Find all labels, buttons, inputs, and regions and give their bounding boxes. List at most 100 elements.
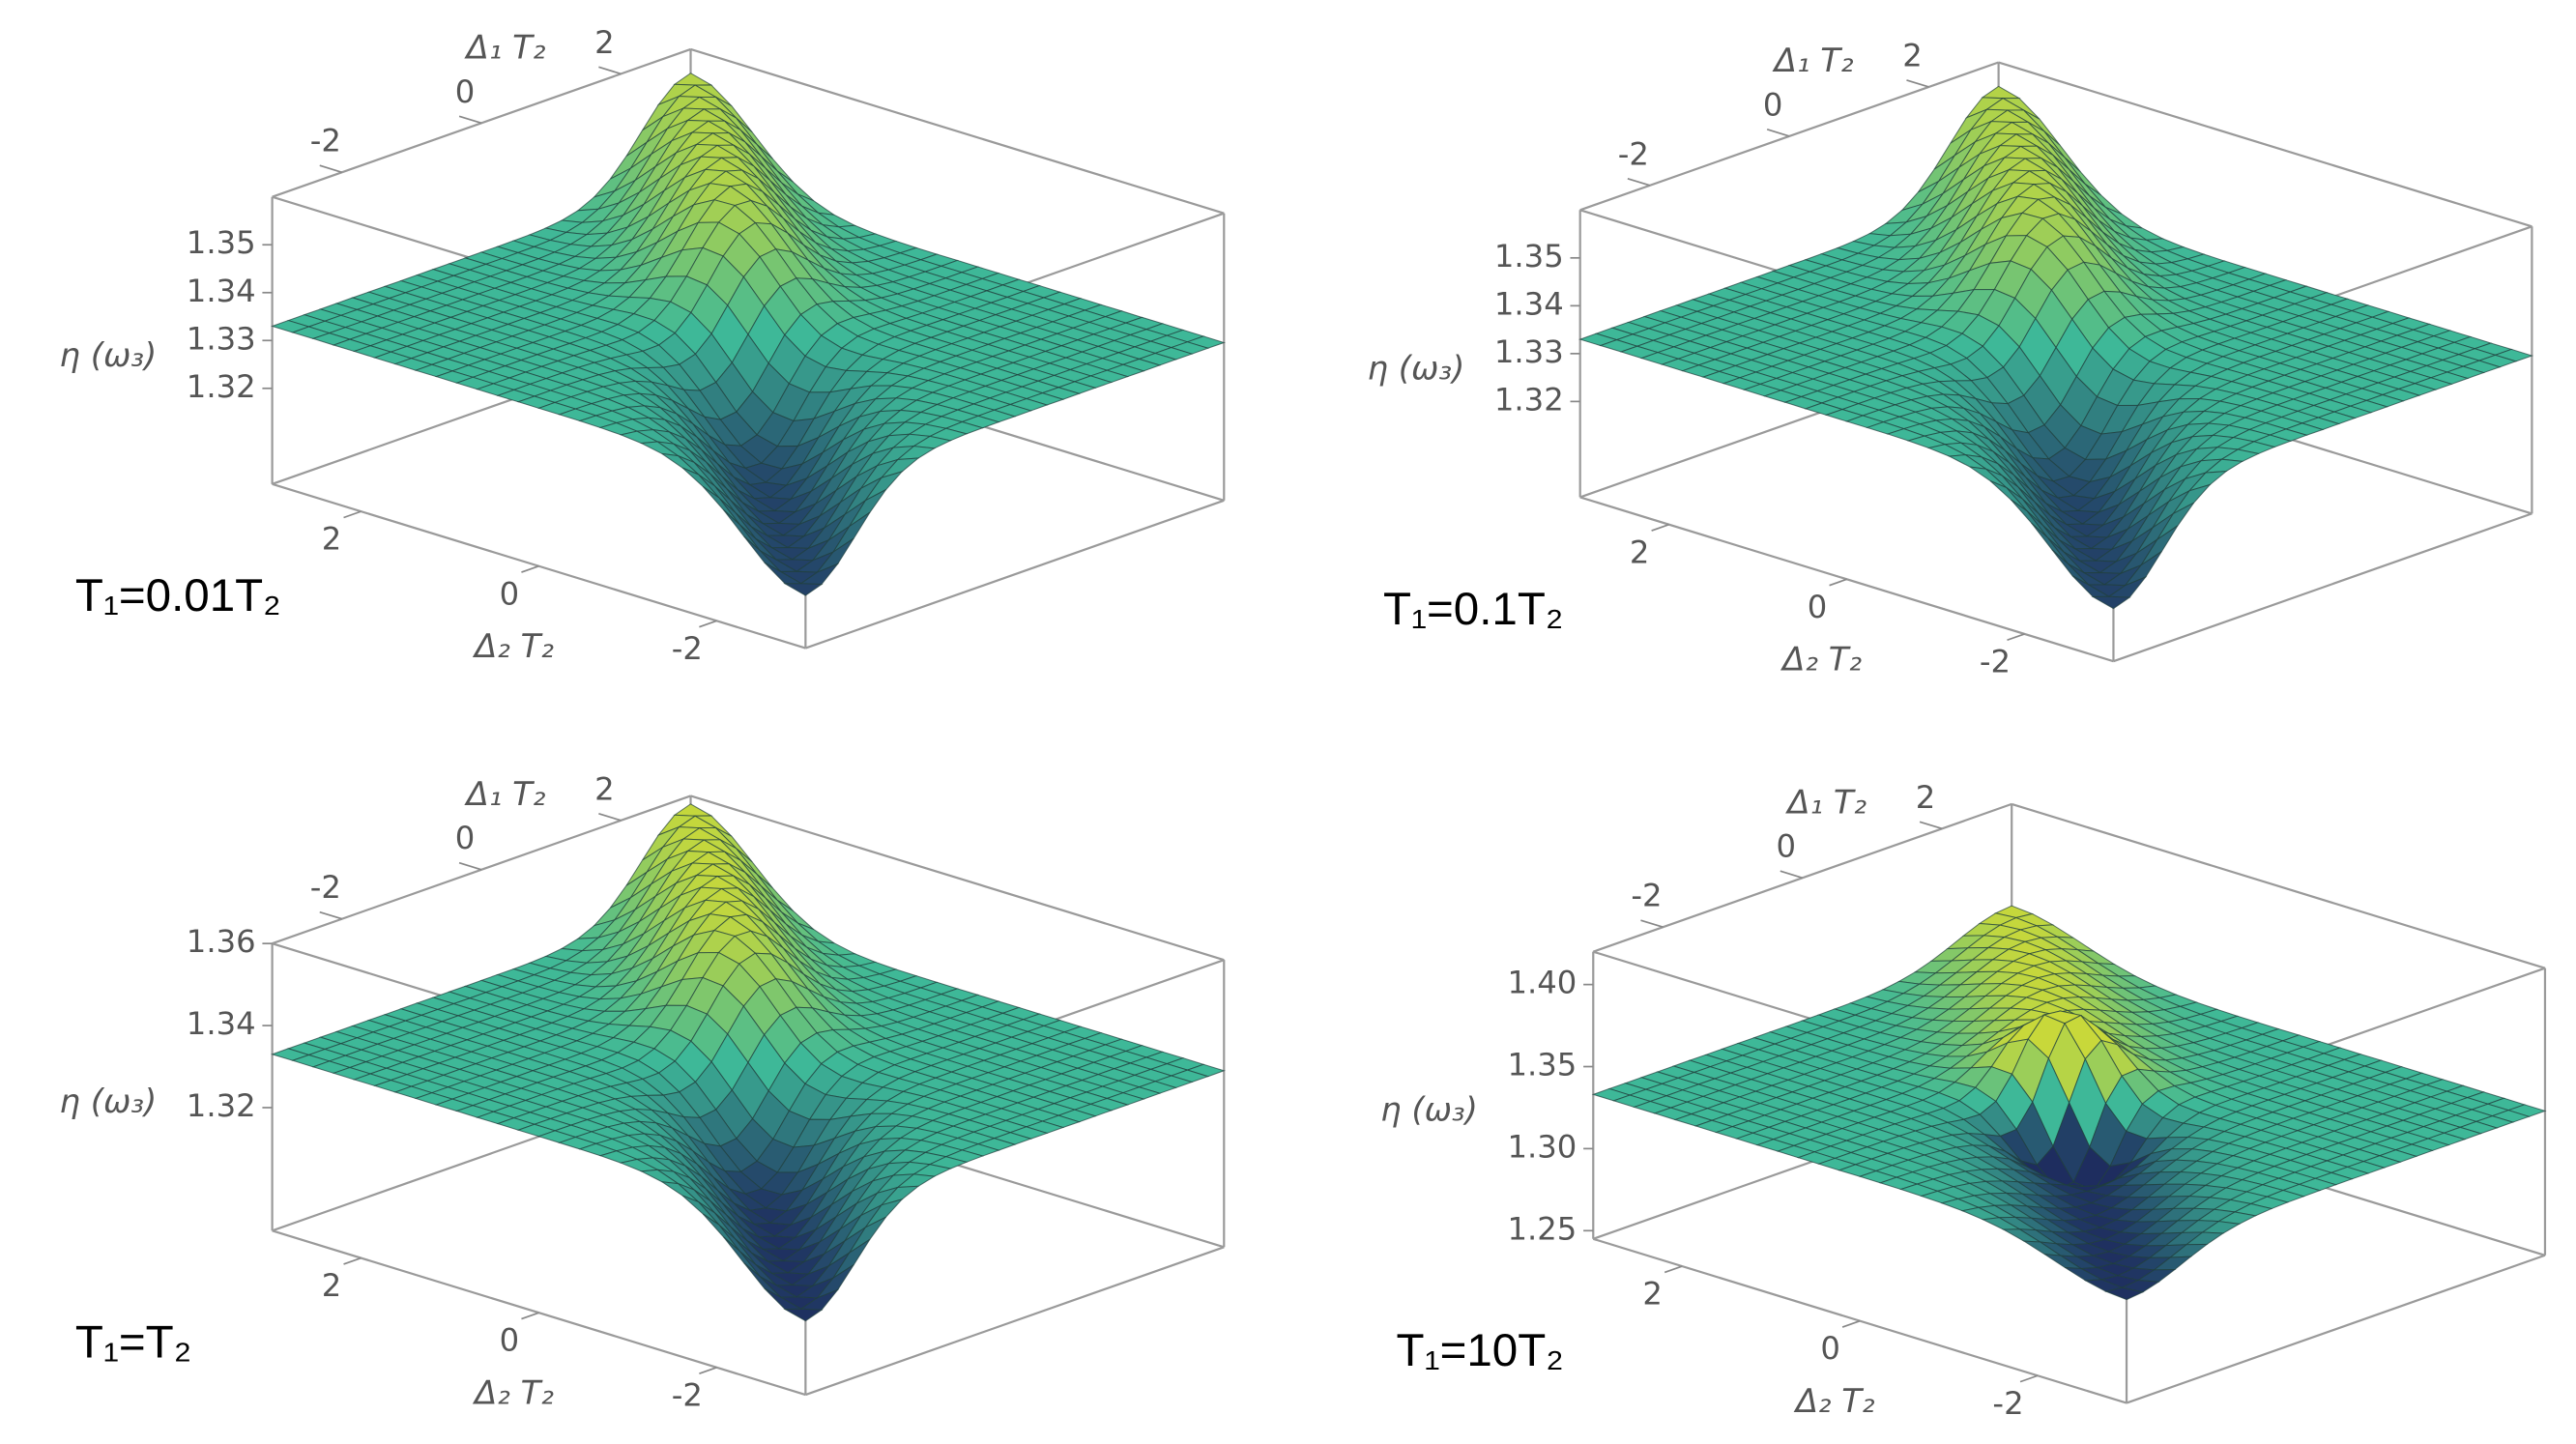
x-tick-label: 0 (455, 820, 476, 856)
panel: -2 0 2 -2 0 2 1.32 1.33 1.34 1.35 Δ₁ T₂ Δ₂ T₂ η (ω₃)… (1368, 37, 2534, 679)
y-tick-mark (699, 1366, 717, 1374)
z-tick-label: 1.32 (187, 368, 256, 405)
y-tick-label: 0 (500, 1322, 520, 1359)
x-axis-label: Δ₁ T₂ (1784, 783, 1867, 822)
x-tick-label: 2 (594, 770, 615, 807)
box-edge (2011, 802, 2546, 969)
annotation: T₁=0.01T₂ (75, 570, 281, 621)
y-axis-label: Δ₂ T₂ (1780, 641, 1862, 679)
y-axis-label: Δ₂ T₂ (472, 1374, 554, 1413)
x-tick-mark (598, 812, 622, 822)
y-tick-mark (1841, 1319, 1861, 1328)
box-edge (805, 499, 1225, 650)
z-tick-label: 1.25 (1507, 1210, 1577, 1247)
x-tick-mark (319, 910, 343, 920)
box-edge (805, 1246, 1225, 1397)
z-tick-label: 1.34 (187, 1005, 256, 1042)
box-edge (2126, 1254, 2546, 1404)
z-tick-label: 1.40 (1507, 965, 1577, 1001)
y-tick-mark (521, 564, 539, 573)
z-tick-label: 1.35 (1507, 1047, 1577, 1083)
annotation: T₁=10T₂ (1397, 1325, 1564, 1376)
y-tick-label: 2 (1630, 534, 1650, 570)
y-tick-mark (2019, 1374, 2039, 1383)
x-tick-label: 2 (1916, 779, 1936, 816)
y-tick-label: 2 (322, 521, 342, 558)
z-tick-label: 1.32 (1494, 381, 1564, 418)
panel: -2 0 2 -2 0 2 1.25 1.30 1.35 1.40 Δ₁ T₂ Δ₂ T₂ η (ω₃)… (1380, 779, 2547, 1422)
x-tick-label: 0 (1776, 828, 1796, 865)
x-tick-label: 0 (455, 73, 476, 110)
z-tick-label: 1.36 (187, 923, 256, 960)
surface-patch (673, 72, 713, 86)
x-tick-mark (319, 164, 343, 174)
x-axis-label: Δ₁ T₂ (1772, 42, 1854, 80)
y-tick-mark (343, 1256, 362, 1265)
y-tick-mark (2007, 633, 2025, 642)
x-tick-label: 2 (1902, 37, 1923, 73)
x-tick-label: -2 (1631, 878, 1662, 914)
surface (1578, 85, 2534, 610)
y-axis-label: Δ₂ T₂ (1793, 1382, 1875, 1421)
annotation: T₁=T₂ (75, 1317, 191, 1369)
y-tick-mark (699, 620, 717, 628)
z-tick-label: 1.34 (1494, 285, 1564, 322)
z-tick-label: 1.35 (1494, 238, 1564, 274)
surface (1591, 905, 2547, 1301)
z-tick-label: 1.30 (1507, 1128, 1577, 1165)
x-tick-mark (1640, 919, 1664, 929)
surface-patch (783, 1308, 824, 1322)
x-tick-mark (458, 115, 482, 125)
surface-patch (783, 583, 824, 596)
z-axis-label: η (ω₃) (1368, 349, 1465, 388)
x-tick-mark (1780, 870, 1803, 880)
x-axis-label: Δ₁ T₂ (464, 28, 546, 67)
y-tick-label: 2 (322, 1267, 342, 1304)
y-tick-mark (1664, 1265, 1683, 1274)
y-tick-label: -2 (672, 630, 703, 667)
z-tick-label: 1.33 (1494, 333, 1564, 370)
y-tick-label: -2 (1992, 1385, 2023, 1422)
surface-patch (2104, 1286, 2145, 1301)
z-axis-label: η (ω₃) (59, 1083, 157, 1121)
annotation: T₁=0.1T₂ (1383, 584, 1563, 635)
x-tick-mark (458, 861, 482, 871)
box-edge (690, 47, 1225, 215)
x-tick-mark (598, 66, 622, 75)
y-axis-label: Δ₂ T₂ (472, 627, 554, 666)
y-tick-label: 0 (1808, 589, 1828, 625)
x-tick-mark (1906, 79, 1929, 88)
z-tick-label: 1.32 (187, 1087, 256, 1124)
x-tick-mark (1919, 821, 1943, 830)
z-axis-label: η (ω₃) (1380, 1091, 1478, 1130)
z-axis-label: η (ω₃) (59, 336, 157, 375)
y-tick-mark (1829, 578, 1847, 587)
z-tick-label: 1.33 (187, 320, 256, 357)
y-tick-label: 0 (500, 575, 520, 612)
x-tick-label: 2 (594, 24, 615, 61)
y-tick-mark (1651, 523, 1669, 532)
surface (270, 803, 1226, 1322)
panel: -2 0 2 -2 0 2 1.32 1.34 1.36 Δ₁ T₂ Δ₂ T₂ η (ω₃) T₁=T… (59, 770, 1226, 1413)
x-tick-mark (1627, 177, 1651, 187)
box-edge (2113, 512, 2533, 663)
box-edge (690, 794, 1225, 962)
y-tick-label: 0 (1820, 1330, 1840, 1367)
z-tick-label: 1.34 (187, 273, 256, 309)
surface-patch (673, 803, 713, 817)
x-tick-label: -2 (310, 123, 341, 159)
surface-patch (1981, 85, 2021, 100)
x-tick-mark (1766, 129, 1790, 137)
y-tick-label: -2 (1980, 643, 2011, 679)
panel: -2 0 2 -2 0 2 1.32 1.33 1.34 1.35 Δ₁ T₂ Δ₂ T₂ η (ω₃)… (59, 24, 1226, 667)
x-tick-label: -2 (310, 869, 341, 906)
x-tick-label: -2 (1618, 135, 1649, 172)
z-tick-label: 1.35 (187, 224, 256, 261)
surface-patch (2091, 595, 2131, 610)
y-tick-mark (521, 1312, 539, 1320)
y-tick-label: 2 (1642, 1276, 1663, 1313)
y-tick-label: -2 (672, 1376, 703, 1413)
y-tick-mark (343, 510, 362, 519)
box-edge (1998, 61, 2533, 228)
